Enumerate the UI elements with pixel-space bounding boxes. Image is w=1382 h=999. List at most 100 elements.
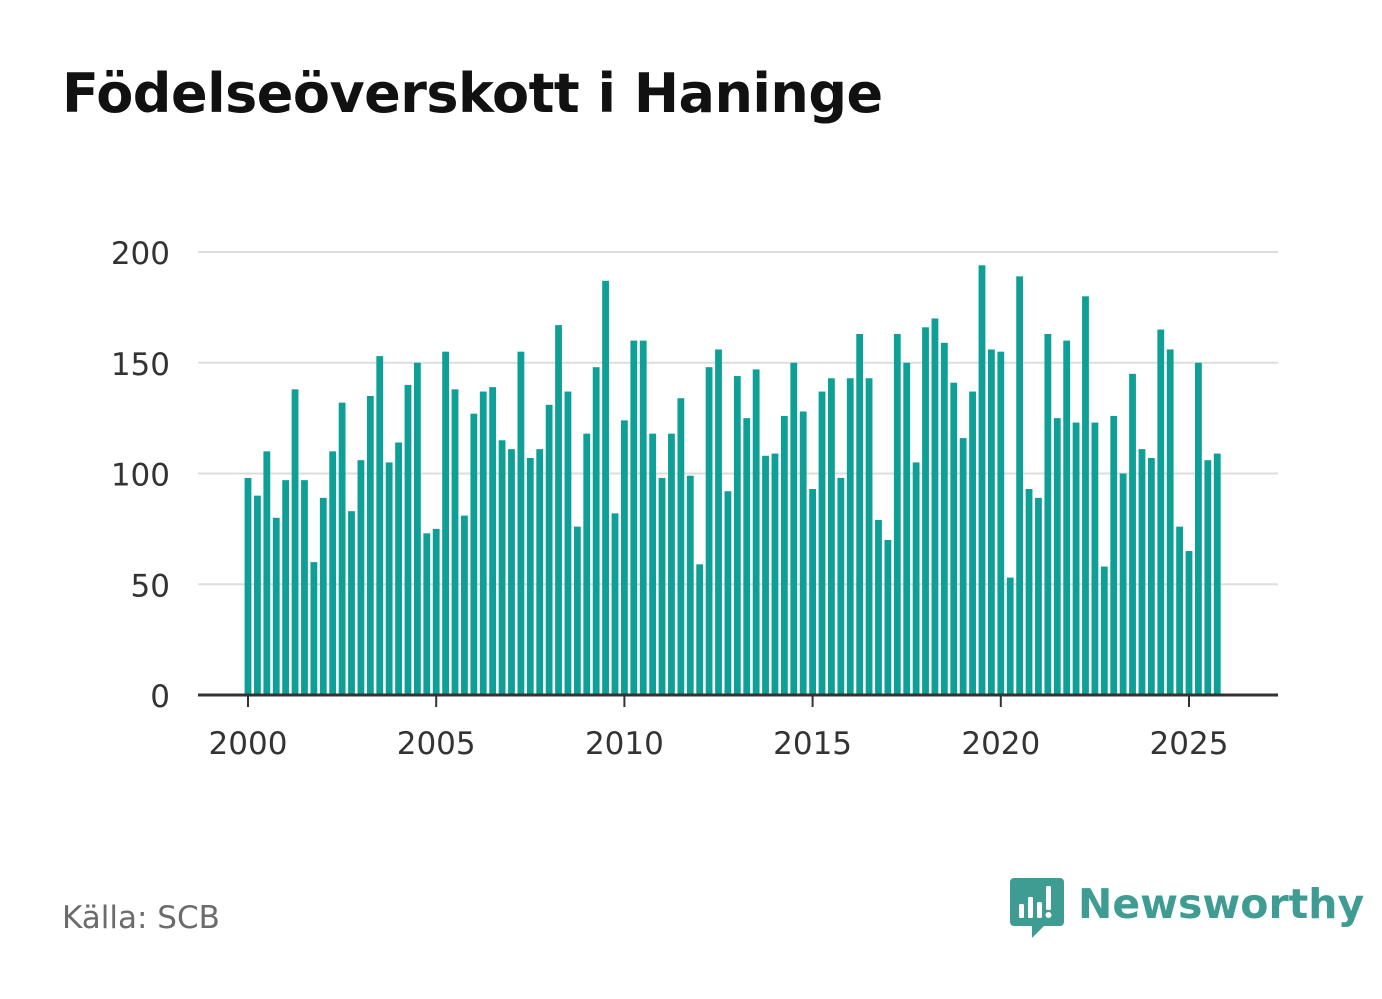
bar-99 [1176, 526, 1183, 695]
bar-31 [536, 449, 544, 695]
bar-41 [630, 340, 638, 695]
bar-49 [705, 367, 713, 695]
bar-17 [404, 384, 412, 695]
bar-60 [809, 489, 817, 695]
bar-61 [818, 391, 826, 695]
bar-79 [987, 349, 995, 695]
bar-71 [912, 462, 920, 695]
bar-89 [1082, 296, 1089, 695]
bar-45 [668, 433, 675, 695]
bar-10 [338, 402, 346, 695]
bar-43 [649, 433, 657, 695]
bar-47 [686, 475, 694, 695]
bar-series [244, 265, 1221, 696]
bar-3 [272, 517, 280, 695]
x-tick-label: 2000 [209, 726, 288, 762]
bar-4 [282, 480, 290, 695]
bar-59 [799, 411, 807, 695]
bar-51 [724, 491, 732, 695]
bar-29 [517, 351, 525, 695]
bar-58 [790, 362, 798, 695]
y-tick-label: 150 [111, 347, 170, 383]
newsworthy-logo-icon [1010, 878, 1064, 938]
bar-37 [592, 367, 600, 695]
bar-19 [423, 533, 431, 695]
bar-100 [1185, 551, 1193, 695]
bar-57 [780, 415, 788, 695]
bar-55 [762, 455, 769, 695]
bar-42 [639, 340, 647, 695]
bar-78 [978, 265, 986, 695]
bar-22 [451, 389, 459, 695]
x-tick-label: 2020 [961, 726, 1040, 762]
bar-53 [743, 418, 751, 696]
bar-73 [931, 318, 939, 695]
bar-98 [1166, 349, 1174, 695]
bar-75 [950, 382, 958, 695]
bar-7 [310, 562, 318, 695]
bar-39 [611, 513, 619, 695]
bar-36 [583, 433, 591, 695]
bar-68 [884, 539, 892, 695]
bar-103 [1213, 453, 1221, 695]
bar-52 [733, 376, 741, 695]
bar-38 [602, 280, 609, 695]
bar-1 [254, 495, 261, 695]
bar-64 [846, 378, 854, 695]
bar-93 [1119, 473, 1127, 695]
bar-77 [969, 391, 976, 695]
bar-2 [263, 451, 271, 695]
bar-54 [752, 369, 760, 695]
bar-84 [1035, 497, 1042, 695]
bar-26 [489, 387, 497, 695]
bar-96 [1147, 458, 1155, 695]
bar-33 [555, 325, 562, 695]
bar-81 [1006, 577, 1014, 695]
bar-97 [1157, 329, 1165, 695]
bar-80 [997, 351, 1005, 695]
bar-21 [442, 351, 450, 695]
x-tick-label: 2015 [773, 726, 852, 762]
brand-name: Newsworthy [1078, 880, 1365, 928]
bar-101 [1195, 362, 1202, 695]
bar-50 [715, 349, 722, 695]
bar-18 [413, 362, 421, 695]
bar-70 [903, 362, 911, 695]
bar-35 [573, 526, 581, 695]
bar-27 [498, 440, 506, 695]
bar-87 [1063, 340, 1071, 695]
bar-9 [329, 451, 337, 695]
bar-12 [357, 460, 365, 695]
bar-46 [677, 398, 685, 695]
brand-logo: Newsworthy [1010, 878, 1364, 942]
bar-5 [291, 389, 299, 695]
x-tick-label: 2025 [1150, 726, 1229, 762]
bar-13 [366, 395, 374, 695]
bar-23 [461, 515, 468, 695]
bar-32 [545, 404, 553, 695]
bar-56 [771, 453, 779, 695]
bar-66 [865, 378, 873, 695]
bar-11 [348, 511, 355, 695]
bar-30 [526, 458, 534, 695]
x-tick-label: 2010 [585, 726, 664, 762]
bar-63 [837, 477, 845, 695]
bar-28 [508, 449, 515, 695]
bar-92 [1110, 415, 1118, 695]
bar-74 [940, 342, 948, 695]
bar-88 [1072, 422, 1080, 695]
bar-86 [1053, 418, 1061, 696]
y-tick-label: 50 [131, 568, 170, 604]
bar-14 [376, 356, 384, 695]
chart-title: Födelseöverskott i Haninge [62, 62, 883, 125]
bar-65 [856, 333, 864, 695]
x-tick-label: 2005 [397, 726, 476, 762]
bar-24 [470, 413, 478, 695]
axes: 0 50 100 150 200 2000 2005 2010 2015 2020 2025 [111, 236, 1278, 762]
source-note: Källa: SCB [62, 900, 220, 936]
bar-69 [893, 333, 901, 695]
bar-15 [385, 462, 393, 695]
bar-90 [1091, 422, 1099, 695]
bar-6 [301, 480, 308, 695]
